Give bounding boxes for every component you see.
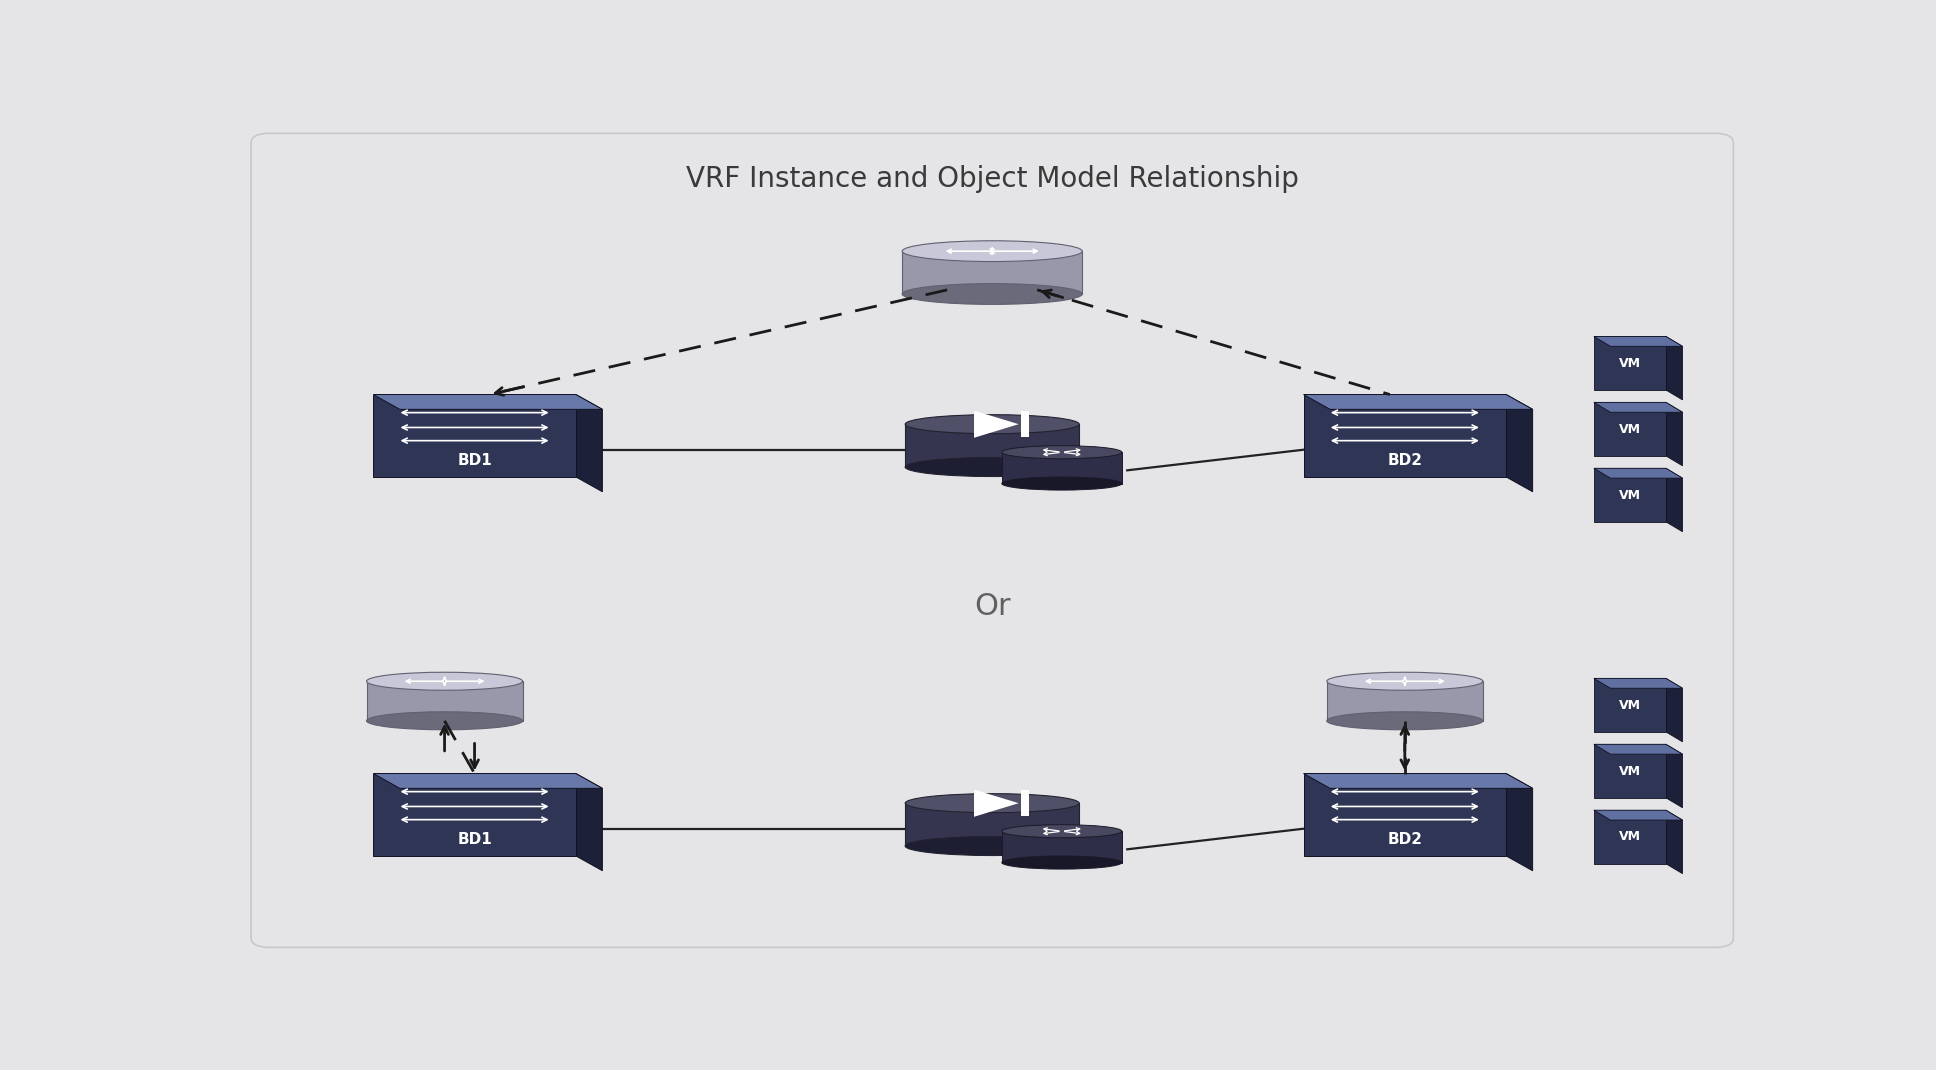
Ellipse shape (1001, 856, 1121, 869)
Polygon shape (1593, 336, 1682, 347)
Polygon shape (1303, 395, 1533, 410)
Text: VM: VM (1618, 830, 1642, 843)
Ellipse shape (906, 837, 1078, 856)
Ellipse shape (1326, 672, 1483, 690)
Polygon shape (374, 774, 575, 856)
Polygon shape (374, 395, 575, 477)
Polygon shape (1593, 469, 1682, 478)
Polygon shape (1665, 678, 1682, 742)
Text: VM: VM (1618, 489, 1642, 502)
Polygon shape (1593, 745, 1665, 798)
Polygon shape (974, 790, 1018, 816)
Polygon shape (374, 774, 602, 789)
Polygon shape (906, 804, 1078, 846)
Polygon shape (575, 774, 602, 871)
Polygon shape (1001, 453, 1121, 484)
Ellipse shape (1001, 477, 1121, 490)
Ellipse shape (902, 284, 1082, 304)
Text: VM: VM (1618, 765, 1642, 778)
Text: Or: Or (974, 592, 1011, 621)
Text: VRF Instance and Object Model Relationship: VRF Instance and Object Model Relationsh… (685, 166, 1299, 194)
Polygon shape (1593, 678, 1682, 688)
Polygon shape (1326, 682, 1483, 721)
Text: VM: VM (1618, 699, 1642, 712)
FancyBboxPatch shape (252, 134, 1733, 947)
Polygon shape (1593, 402, 1665, 456)
Polygon shape (1022, 411, 1028, 438)
Ellipse shape (906, 458, 1078, 476)
Ellipse shape (1001, 446, 1121, 459)
Polygon shape (902, 251, 1082, 294)
Text: BD1: BD1 (457, 832, 492, 847)
Text: VM: VM (1618, 423, 1642, 435)
Polygon shape (906, 424, 1078, 467)
Polygon shape (1022, 790, 1028, 816)
Polygon shape (1665, 336, 1682, 400)
Ellipse shape (906, 415, 1078, 433)
Polygon shape (1593, 402, 1682, 412)
Text: VM: VM (1618, 356, 1642, 370)
Polygon shape (974, 411, 1018, 438)
Polygon shape (1665, 810, 1682, 873)
Polygon shape (1593, 810, 1665, 863)
Polygon shape (575, 395, 602, 492)
Text: BD2: BD2 (1388, 453, 1423, 468)
Polygon shape (1665, 402, 1682, 465)
Ellipse shape (1326, 712, 1483, 730)
Ellipse shape (906, 794, 1078, 813)
Ellipse shape (366, 712, 523, 730)
Polygon shape (1506, 395, 1533, 492)
Polygon shape (1593, 678, 1665, 732)
Polygon shape (1303, 395, 1506, 477)
Text: BD1: BD1 (457, 453, 492, 468)
Polygon shape (1593, 469, 1665, 522)
Polygon shape (1665, 469, 1682, 532)
Ellipse shape (902, 241, 1082, 261)
Polygon shape (1303, 774, 1506, 856)
Polygon shape (1593, 810, 1682, 820)
Text: BD2: BD2 (1388, 832, 1423, 847)
Polygon shape (1001, 831, 1121, 862)
Ellipse shape (1001, 825, 1121, 838)
Polygon shape (1303, 774, 1533, 789)
Polygon shape (1665, 745, 1682, 808)
Polygon shape (374, 395, 602, 410)
Polygon shape (1593, 745, 1682, 754)
Polygon shape (366, 682, 523, 721)
Polygon shape (1593, 336, 1665, 389)
Polygon shape (1506, 774, 1533, 871)
Ellipse shape (366, 672, 523, 690)
